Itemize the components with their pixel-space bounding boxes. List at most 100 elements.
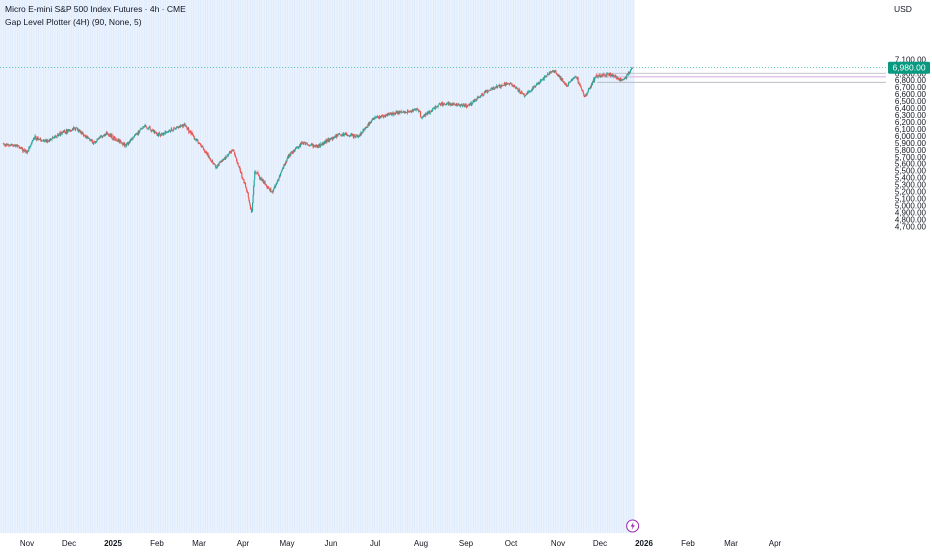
candle-696 bbox=[368, 121, 370, 127]
candle-body-717 bbox=[380, 117, 382, 119]
candle-62 bbox=[34, 134, 36, 140]
candle-body-576 bbox=[305, 143, 307, 146]
candle-body-1067 bbox=[570, 80, 572, 82]
candle-body-290 bbox=[152, 130, 154, 132]
candle-41 bbox=[23, 147, 25, 151]
candle-body-472 bbox=[249, 205, 251, 209]
candle-body-175 bbox=[92, 143, 94, 145]
candle-body-971 bbox=[518, 91, 520, 92]
candle-986 bbox=[526, 92, 528, 95]
candle-482 bbox=[255, 170, 257, 175]
candle-body-763 bbox=[405, 112, 407, 114]
candle-body-953 bbox=[508, 83, 510, 85]
candle-body-835 bbox=[443, 103, 446, 104]
candle-body-111 bbox=[59, 132, 61, 136]
candle-body-808 bbox=[429, 111, 431, 115]
candle-body-970 bbox=[517, 88, 519, 92]
candle-body-648 bbox=[343, 133, 345, 137]
y-tick-label-15: 6,200.00 bbox=[895, 118, 927, 127]
candle-body-928 bbox=[494, 87, 496, 89]
candle-372 bbox=[197, 139, 199, 144]
candle-body-1007 bbox=[538, 82, 540, 84]
candle-body-556 bbox=[294, 148, 296, 151]
candle-body-531 bbox=[281, 169, 283, 171]
candle-body-243 bbox=[128, 143, 130, 145]
candle-body-955 bbox=[509, 83, 511, 85]
candle-1018 bbox=[544, 75, 546, 78]
candle-body-499 bbox=[264, 180, 266, 184]
candle-332 bbox=[175, 127, 177, 131]
candle-body-36 bbox=[21, 147, 23, 149]
candle-body-11 bbox=[8, 144, 10, 147]
candle-body-791 bbox=[420, 116, 422, 118]
candle-body-378 bbox=[200, 145, 202, 148]
candle-393 bbox=[208, 154, 210, 159]
candle-body-640 bbox=[338, 133, 340, 134]
candle-body-305 bbox=[160, 133, 162, 137]
candle-289 bbox=[152, 128, 154, 131]
candle-1012 bbox=[540, 79, 542, 83]
candle-body-848 bbox=[450, 104, 452, 106]
candle-443 bbox=[234, 152, 236, 157]
y-tick-label-8: 5,500.00 bbox=[895, 167, 927, 176]
candle-525 bbox=[278, 177, 280, 182]
y-tick-label-13: 6,000.00 bbox=[895, 132, 927, 141]
candle-930 bbox=[495, 86, 497, 89]
candle-body-627 bbox=[331, 137, 333, 140]
y-tick-label-12: 5,900.00 bbox=[895, 139, 927, 148]
candle-body-1009 bbox=[539, 82, 541, 84]
y-tick-label-16: 6,300.00 bbox=[895, 111, 927, 120]
candle-301 bbox=[158, 131, 160, 134]
candle-body-480 bbox=[254, 171, 256, 180]
candle-body-21 bbox=[13, 144, 15, 146]
candle-447 bbox=[236, 159, 238, 164]
candle-1170 bbox=[623, 79, 625, 81]
candle-265 bbox=[139, 128, 141, 131]
candle-700 bbox=[371, 120, 373, 123]
candle-body-660 bbox=[349, 135, 351, 137]
candle-body-39 bbox=[22, 149, 24, 152]
indicator-label[interactable]: Gap Level Plotter (4H) (90, None, 5) bbox=[5, 17, 142, 27]
candle-322 bbox=[170, 131, 172, 133]
candle-body-722 bbox=[382, 116, 385, 118]
candle-body-1035 bbox=[553, 71, 555, 73]
candle-381 bbox=[202, 145, 204, 148]
candle-body-1051 bbox=[562, 78, 564, 81]
candle-body-638 bbox=[337, 133, 339, 135]
candle-body-684 bbox=[362, 129, 364, 133]
candle-779 bbox=[413, 108, 416, 111]
candle-body-211 bbox=[111, 134, 113, 139]
candle-1051 bbox=[562, 77, 564, 81]
currency-label[interactable]: USD bbox=[894, 4, 912, 14]
y-tick-label-5: 5,200.00 bbox=[895, 188, 927, 197]
candle-body-165 bbox=[87, 137, 89, 139]
candle-body-182 bbox=[96, 139, 98, 142]
candle-body-450 bbox=[238, 166, 240, 167]
candle-body-314 bbox=[165, 132, 167, 134]
candle-body-628 bbox=[332, 138, 334, 140]
candle-928 bbox=[494, 86, 496, 90]
candle-body-593 bbox=[314, 145, 316, 147]
candle-body-458 bbox=[242, 178, 244, 180]
candle-body-980 bbox=[523, 93, 525, 94]
candle-464 bbox=[245, 186, 247, 189]
x-tick-label-6: May bbox=[279, 539, 294, 548]
candle-body-462 bbox=[244, 182, 246, 184]
candle-body-1028 bbox=[549, 71, 551, 74]
last-price-tag[interactable]: 6,980.00 bbox=[888, 61, 930, 74]
candle-340 bbox=[179, 124, 182, 128]
candle-body-946 bbox=[504, 82, 506, 86]
candle-body-221 bbox=[116, 140, 118, 142]
candle-body-989 bbox=[528, 91, 530, 93]
x-tick-label-9: Aug bbox=[414, 539, 428, 548]
candle-131 bbox=[69, 129, 72, 132]
candle-body-819 bbox=[435, 108, 437, 109]
candle-body-20 bbox=[12, 145, 15, 147]
candle-229 bbox=[120, 141, 123, 144]
candle-body-514 bbox=[272, 191, 274, 193]
candle-398 bbox=[211, 161, 213, 163]
lightning-bolt-icon[interactable] bbox=[626, 519, 640, 533]
candle-body-127 bbox=[67, 130, 69, 132]
